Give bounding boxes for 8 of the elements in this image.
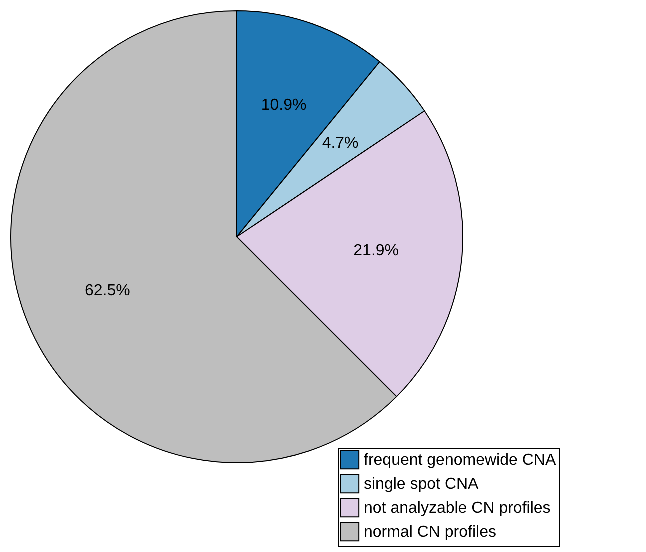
legend-label: single spot CNA [364, 476, 480, 493]
data-label: 21.9% [354, 242, 400, 260]
legend-label: not analyzable CN profiles [364, 500, 551, 517]
legend-label: frequent genomewide CNA [364, 452, 556, 469]
data-label: 62.5% [84, 282, 130, 300]
legend-label: normal CN profiles [364, 524, 496, 541]
data-label: 10.9% [261, 97, 307, 114]
data-label: 4.7% [322, 134, 359, 152]
